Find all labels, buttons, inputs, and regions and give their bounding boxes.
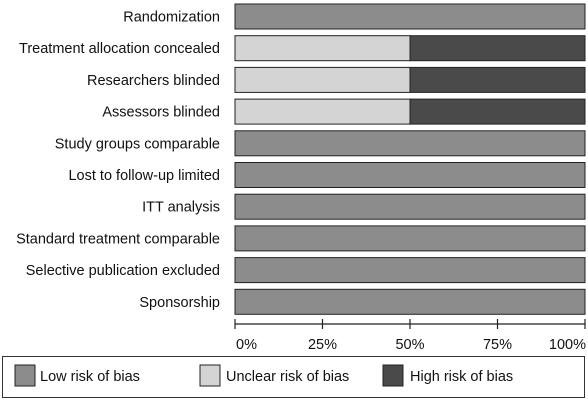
bar-segment-low [234,225,586,252]
bar-segment-unclear [234,35,411,62]
bar-segment-low [234,288,586,315]
bar-segment-high [409,35,586,62]
category-label: Standard treatment comparable [16,231,220,247]
x-tick-label: 0% [236,337,257,353]
category-label: Treatment allocation concealed [19,41,220,57]
legend-label: High risk of bias [410,369,513,385]
bar-segment-high [409,66,586,93]
x-tick-label: 100% [549,337,586,353]
category-label: Lost to follow-up limited [68,168,220,184]
bar-segment-low [234,257,586,284]
x-tick-label: 25% [308,337,337,353]
category-label: ITT analysis [142,200,220,216]
legend-swatch-high [382,364,404,387]
legend [2,356,585,398]
x-tick-label: 75% [483,337,512,353]
category-label: Sponsorship [139,295,220,311]
bar-segment-low [234,3,586,30]
bar-segment-low [234,162,586,188]
category-label: Assessors blinded [102,105,220,121]
bar-segment-low [234,193,586,220]
category-label: Randomization [123,10,220,26]
bar-segment-unclear [234,98,411,125]
bar-segment-high [409,98,586,125]
legend-swatch-low [14,364,36,387]
bar-segment-unclear [234,66,411,93]
category-label: Study groups comparable [55,136,220,152]
legend-label: Low risk of bias [40,369,140,385]
bar-segment-low [234,130,586,157]
legend-label: Unclear risk of bias [226,369,349,385]
legend-swatch-unclear [199,364,221,387]
category-label: Researchers blinded [87,73,220,89]
category-label: Selective publication excluded [26,263,220,279]
x-tick-label: 50% [395,337,424,353]
